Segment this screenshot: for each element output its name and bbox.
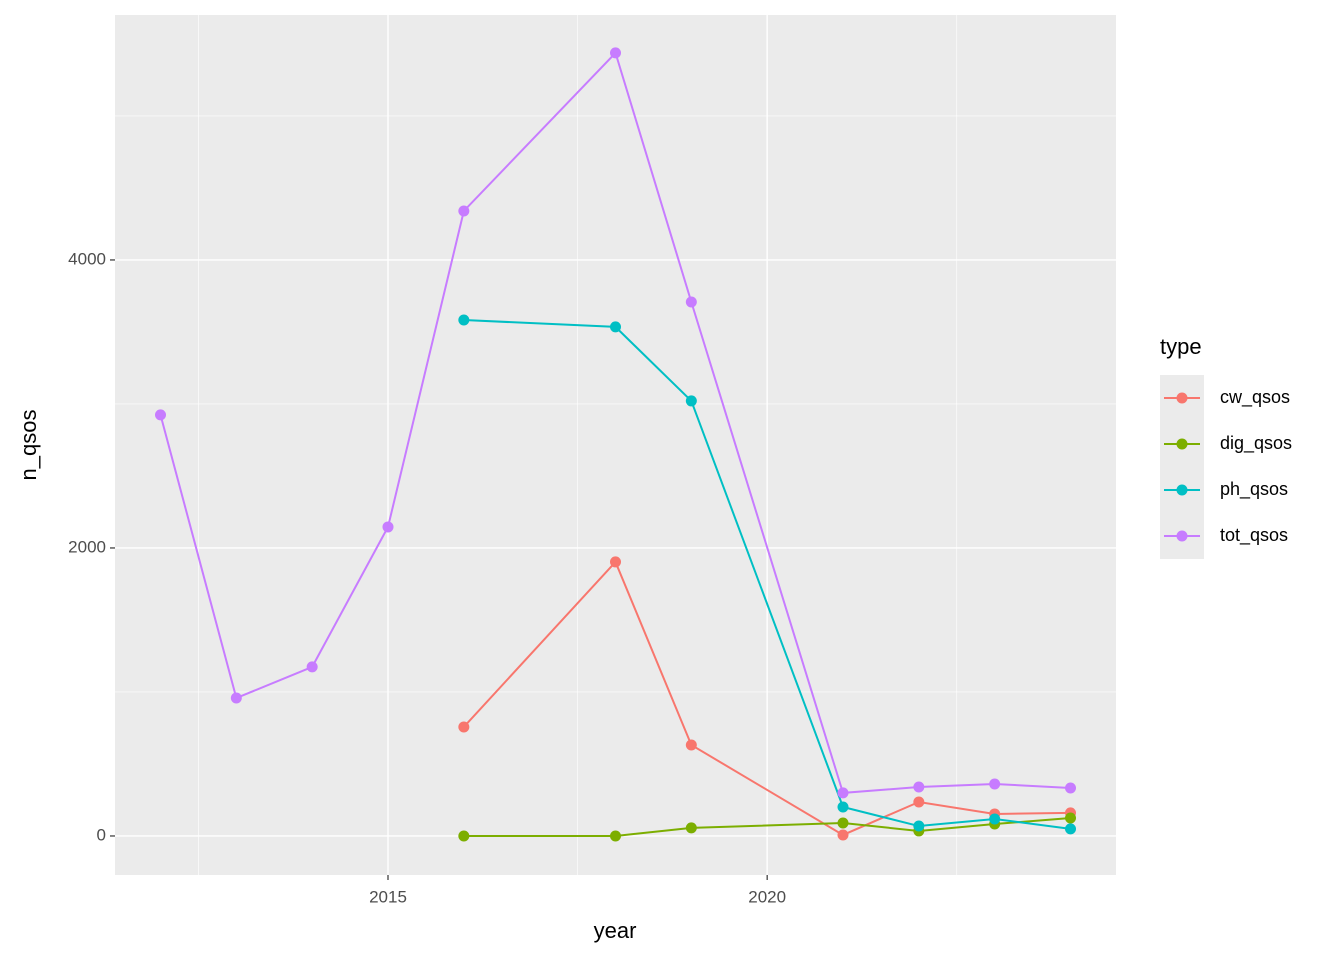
data-point	[685, 739, 697, 751]
data-point	[913, 820, 925, 832]
data-point	[610, 556, 621, 568]
y-tick-label: 2000	[68, 537, 106, 556]
legend-key-point	[1176, 484, 1188, 496]
legend-label: ph_qsos	[1220, 479, 1288, 500]
data-point	[913, 796, 925, 808]
y-tick-label: 4000	[68, 249, 106, 268]
y-axis-title: n_qsos	[16, 410, 41, 481]
legend-key-point	[1176, 392, 1188, 404]
legend-key-point	[1176, 438, 1188, 450]
data-point	[989, 778, 1001, 790]
legend-label: dig_qsos	[1220, 433, 1292, 454]
legend-label: tot_qsos	[1220, 525, 1288, 546]
data-point	[837, 829, 849, 841]
legend-key-point	[1176, 530, 1188, 542]
x-tick-label: 2015	[369, 887, 407, 906]
legend-key-bg	[1160, 375, 1204, 559]
data-point	[685, 296, 697, 308]
data-point	[155, 409, 166, 421]
data-point	[1065, 782, 1076, 794]
data-point	[458, 314, 470, 326]
data-point	[458, 830, 470, 842]
data-point	[837, 787, 849, 799]
data-point	[306, 661, 318, 673]
data-point	[458, 205, 470, 217]
data-point	[610, 47, 621, 59]
x-tick-label: 2020	[748, 887, 786, 906]
data-point	[685, 395, 697, 407]
legend-title: type	[1160, 334, 1202, 359]
data-point	[685, 822, 697, 834]
data-point	[837, 817, 849, 829]
data-point	[458, 721, 470, 733]
data-point	[230, 692, 242, 704]
panel	[115, 15, 1116, 875]
data-point	[1065, 812, 1076, 824]
legend-label: cw_qsos	[1220, 387, 1290, 408]
data-point	[837, 801, 849, 813]
y-tick-label: 0	[97, 825, 106, 844]
data-point	[1065, 823, 1076, 835]
data-point	[610, 321, 621, 333]
data-point	[382, 521, 394, 533]
x-axis-title: year	[594, 918, 637, 943]
data-point	[610, 830, 621, 842]
data-point	[913, 781, 925, 793]
data-point	[989, 813, 1001, 825]
